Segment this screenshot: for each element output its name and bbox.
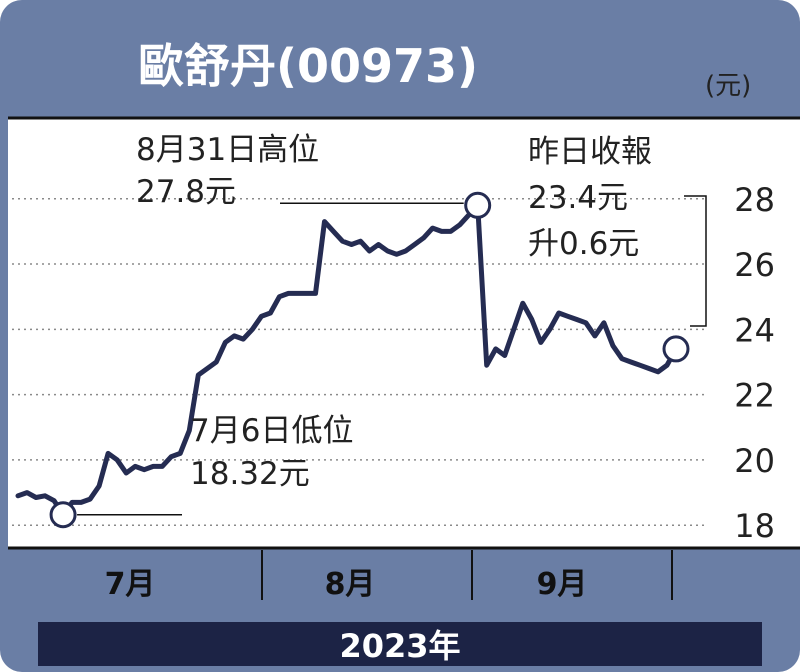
unit-label: (元) [705, 71, 751, 101]
y-tick-label: 20 [734, 442, 775, 480]
latest-marker [662, 335, 690, 363]
low-annotation-line1: 7月6日低位 [190, 413, 353, 449]
y-axis-ticks: 18 20 22 24 26 28 [734, 181, 775, 545]
month-label: 9月 [537, 567, 588, 602]
price-line [15, 202, 679, 518]
y-tick-label: 24 [734, 311, 775, 349]
latest-leader [684, 195, 707, 327]
chart-title: 歐舒丹(00973) [138, 39, 478, 93]
low-marker [49, 501, 77, 529]
y-tick-label: 28 [734, 181, 775, 219]
x-axis-months: 7月 8月 9月 [105, 550, 673, 602]
latest-annotation-line3: 升0.6元 [528, 226, 639, 262]
y-tick-label: 22 [734, 377, 775, 415]
leader-lines [77, 195, 707, 516]
high-annotation-line2: 27.8元 [136, 174, 236, 210]
latest-annotation-line2: 23.4元 [528, 180, 628, 216]
latest-annotation-line1: 昨日收報 [528, 134, 652, 170]
plot-area [8, 118, 800, 548]
low-annotation-line2: 18.32元 [190, 456, 310, 492]
high-marker [464, 191, 492, 219]
y-tick-label: 18 [734, 507, 775, 545]
month-label: 7月 [105, 567, 156, 602]
year-label: 2023年 [339, 627, 460, 665]
y-tick-label: 26 [734, 246, 775, 284]
markers [49, 191, 690, 529]
year-band [38, 622, 762, 666]
month-label: 8月 [325, 567, 376, 602]
high-annotation-line1: 8月31日高位 [136, 132, 319, 168]
